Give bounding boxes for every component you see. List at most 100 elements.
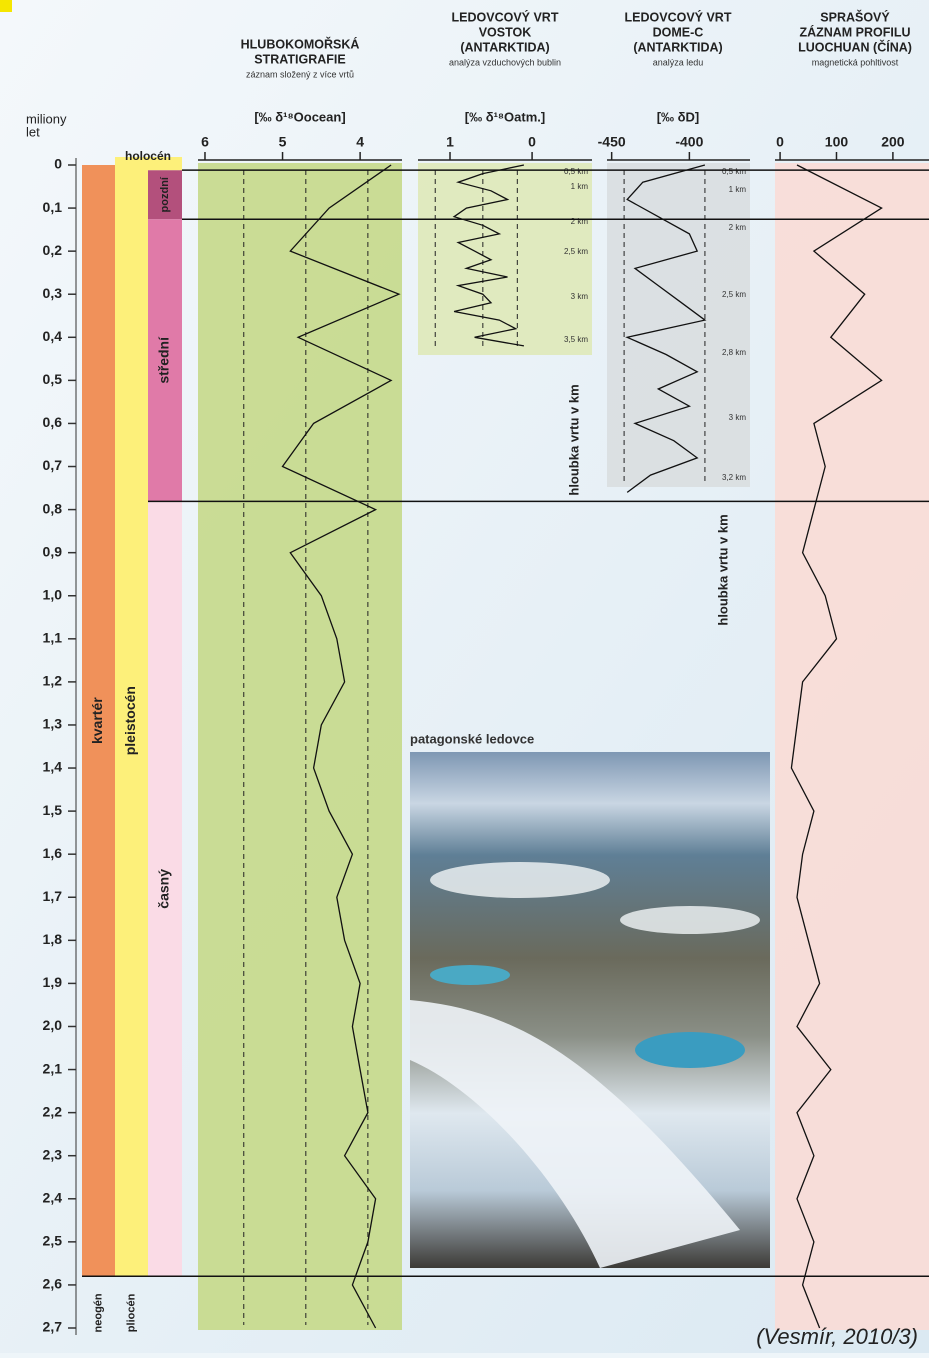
age-tick-label: 1,2: [43, 673, 63, 689]
tick-label: 5: [279, 134, 287, 150]
tick-label: -450: [598, 134, 626, 150]
panel-title: LEDOVCOVÝ VRT: [452, 9, 559, 24]
panel-title: LEDOVCOVÝ VRT: [625, 9, 732, 24]
strat-label: neogén: [92, 1293, 104, 1332]
strat-label: kvartér: [89, 697, 105, 744]
photo: patagonské ledovce: [410, 731, 770, 1268]
age-tick-label: 0: [54, 156, 62, 172]
panel-title: ZÁZNAM PROFILU: [799, 24, 910, 39]
age-tick-label: 2,4: [43, 1189, 63, 1205]
tick-label: 0: [528, 134, 536, 150]
lake: [635, 1032, 745, 1068]
age-tick-label: 0,6: [43, 414, 63, 430]
panel-title: STRATIGRAFIE: [254, 52, 345, 66]
panel: [418, 163, 592, 355]
age-tick-label: 2,6: [43, 1276, 63, 1292]
panel-subtitle: analýza ledu: [653, 57, 704, 67]
tick-label: 200: [881, 134, 905, 150]
depth-label: 2,8 km: [722, 348, 746, 357]
panel-title: (ANTARKTIDA): [633, 40, 722, 54]
panel: [775, 163, 929, 1330]
strat-label: časný: [156, 869, 172, 909]
strat-unit: [148, 501, 182, 1277]
depth-axis-label: hloubka vrtu v km: [715, 514, 730, 625]
depth-label: 3,2 km: [722, 473, 746, 482]
age-tick-label: 1,8: [43, 931, 63, 947]
panel-subtitle: magnetická pohltivost: [812, 57, 899, 67]
tick-label: 100: [825, 134, 849, 150]
depth-axis-label: hloubka vrtu v km: [566, 384, 581, 495]
strat-label: pozdní: [159, 176, 171, 212]
tick-label: -400: [675, 134, 703, 150]
axis-label: [‰ δD]: [657, 109, 700, 124]
depth-label: 3 km: [571, 292, 589, 301]
strat-unit: [148, 219, 182, 502]
strat-unit: [115, 165, 148, 1277]
panel: [607, 163, 750, 487]
glacier: [410, 1000, 740, 1268]
axis-label: [‰ δ¹⁸Oatm.]: [465, 109, 545, 124]
axis-label: [‰ δ¹⁸Oocean]: [254, 109, 345, 124]
panel-title: HLUBOKOMOŘSKÁ: [241, 36, 360, 51]
corner-mark: [0, 0, 12, 12]
panel-subtitle: analýza vzduchových bublin: [449, 57, 561, 67]
strat-unit: [148, 170, 182, 220]
depth-label: 0,5 km: [722, 167, 746, 176]
citation: (Vesmír, 2010/3): [756, 1324, 918, 1349]
age-tick-label: 2,3: [43, 1146, 63, 1162]
depth-label: 2,5 km: [564, 247, 588, 256]
age-tick-label: 0,5: [43, 371, 63, 387]
panel-title: DOME-C: [653, 25, 704, 39]
data-line: [452, 164, 525, 347]
depth-label: 2 km: [729, 223, 747, 232]
age-tick-label: 1,6: [43, 845, 63, 861]
age-tick-label: 0,8: [43, 500, 63, 516]
age-tick-label: 1,7: [43, 888, 63, 904]
strat-unit: [82, 165, 115, 1277]
holocene-bar: [115, 157, 182, 171]
age-axis-label: miliony: [26, 111, 67, 126]
age-tick-label: 1,5: [43, 802, 63, 818]
data-line: [281, 164, 401, 1329]
age-tick-label: 0,1: [43, 199, 63, 215]
age-axis-label: let: [26, 124, 40, 139]
cloud: [620, 906, 760, 934]
strat-label: pliocén: [125, 1293, 137, 1332]
age-tick-label: 0,7: [43, 457, 63, 473]
age-tick-label: 2,5: [43, 1233, 63, 1249]
depth-label: 0,5 km: [564, 167, 588, 176]
cloud: [430, 862, 610, 898]
strat-label: pleistocén: [122, 686, 138, 755]
age-tick-label: 0,4: [43, 328, 63, 344]
photo-label: patagonské ledovce: [410, 731, 534, 746]
panel-title: VOSTOK: [479, 25, 532, 39]
depth-label: 1 km: [729, 185, 747, 194]
age-tick-label: 1,1: [43, 630, 63, 646]
lake: [430, 965, 510, 985]
panel-title: LUOCHUAN (ČÍNA): [798, 39, 912, 54]
depth-label: 3,5 km: [564, 335, 588, 344]
strat-label: střední: [156, 336, 172, 384]
age-tick-label: 0,9: [43, 543, 63, 559]
age-tick-label: 0,2: [43, 242, 63, 258]
age-tick-label: 1,0: [43, 586, 63, 602]
depth-label: 2,5 km: [722, 290, 746, 299]
holocene-label: holocén: [125, 149, 171, 163]
tick-label: 6: [201, 134, 209, 150]
tick-label: 4: [356, 134, 364, 150]
depth-label: 3 km: [729, 413, 747, 422]
age-tick-label: 1,9: [43, 974, 63, 990]
age-tick-label: 2,7: [43, 1319, 63, 1335]
depth-label: 2 km: [571, 217, 589, 226]
tick-label: 1: [446, 134, 454, 150]
tick-label: 0: [776, 134, 784, 150]
age-tick-label: 1,4: [43, 759, 63, 775]
age-tick-label: 2,2: [43, 1103, 63, 1119]
data-line: [790, 164, 883, 1329]
panel-title: (ANTARKTIDA): [460, 40, 549, 54]
age-tick-label: 2,1: [43, 1060, 63, 1076]
age-tick-label: 0,3: [43, 285, 63, 301]
age-tick-label: 2,0: [43, 1017, 63, 1033]
